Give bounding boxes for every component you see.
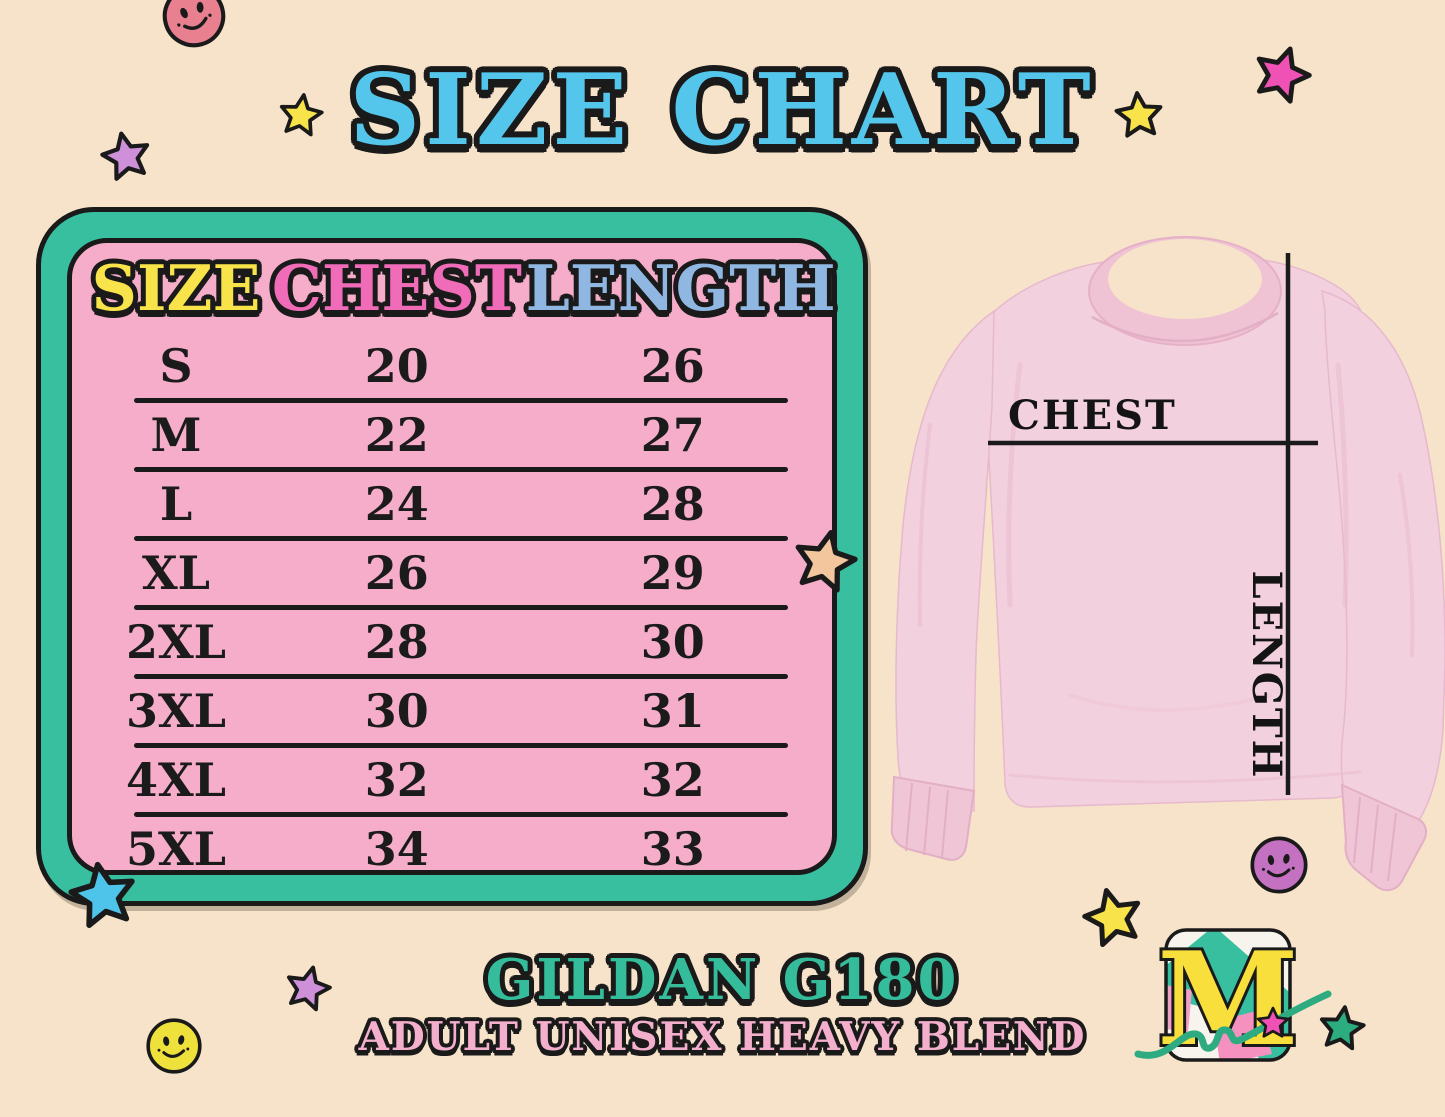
product-name: GILDAN G180 (485, 947, 960, 1013)
brand-logo: M (1134, 922, 1332, 1078)
chest-cell: 28 (364, 615, 429, 669)
star-icon (1316, 1002, 1368, 1052)
smiley-icon (152, 0, 235, 58)
sweatshirt-left-sleeve (895, 309, 995, 812)
table-row: M 22 27 (84, 403, 820, 467)
size-cell: XL (141, 546, 211, 600)
sweatshirt-illustration: CHEST LENGTH (890, 236, 1445, 892)
row-divider (134, 743, 788, 748)
row-divider (134, 536, 788, 541)
star-icon (1113, 89, 1165, 139)
size-chart-table: SIZE CHEST LENGTH S 20 26 M 22 27 L 24 2… (36, 207, 868, 906)
row-divider (134, 605, 788, 610)
chest-cell: 30 (364, 684, 429, 738)
sweatshirt-right-cuff (1340, 783, 1427, 892)
product-description: ADULT UNISEX HEAVY BLEND (358, 1014, 1087, 1060)
size-cell: 3XL (125, 684, 227, 738)
star-icon (62, 854, 143, 935)
row-divider (134, 674, 788, 679)
size-cell: 5XL (125, 822, 227, 876)
page-title: SIZE CHART (349, 53, 1096, 168)
table-row: L 24 28 (84, 472, 820, 536)
chest-cell: 32 (364, 753, 429, 807)
column-header-length: LENGTH (525, 251, 836, 325)
row-divider (134, 398, 788, 403)
smiley-icon (1250, 836, 1308, 894)
sweatshirt-left-cuff (890, 775, 976, 861)
row-divider (134, 812, 788, 817)
length-cell: 29 (640, 546, 705, 600)
table-header-row: SIZE CHEST LENGTH (84, 251, 836, 325)
size-cell: 2XL (125, 615, 227, 669)
star-icon (276, 90, 326, 138)
size-cell: L (159, 477, 193, 531)
size-chart-panel: SIZE CHEST LENGTH S 20 26 M 22 27 L 24 2… (67, 238, 837, 875)
length-cell: 27 (640, 408, 705, 462)
chest-cell: 34 (364, 822, 429, 876)
chest-cell: 26 (364, 546, 429, 600)
length-cell: 31 (640, 684, 705, 738)
table-row: 3XL 30 31 (84, 679, 820, 743)
length-measure-label: LENGTH (1243, 571, 1290, 780)
length-cell: 30 (640, 615, 705, 669)
smiley-icon (146, 1018, 202, 1074)
table-row: 5XL 34 33 (84, 817, 820, 881)
chest-cell: 22 (364, 408, 429, 462)
table-row: 4XL 32 32 (84, 748, 820, 812)
column-header-chest: CHEST (271, 251, 522, 325)
size-cell: M (150, 408, 202, 462)
star-icon (95, 125, 157, 187)
star-icon (786, 522, 864, 600)
column-header-size: SIZE (91, 251, 261, 325)
length-cell: 28 (640, 477, 705, 531)
table-row: S 20 26 (84, 334, 820, 398)
logo-letter: M (1157, 925, 1299, 1075)
chest-cell: 24 (364, 477, 429, 531)
chest-measure-label: CHEST (1008, 392, 1177, 439)
size-cell: 4XL (125, 753, 227, 807)
length-cell: 33 (640, 822, 705, 876)
table-body: S 20 26 M 22 27 L 24 28 XL 26 29 (84, 334, 820, 881)
logo-scribble (1134, 990, 1332, 1059)
neck-opening (1108, 239, 1262, 319)
table-row: XL 26 29 (84, 541, 820, 605)
chest-cell: 20 (364, 339, 429, 393)
length-cell: 26 (640, 339, 705, 393)
length-cell: 32 (640, 753, 705, 807)
star-icon (281, 960, 336, 1014)
table-row: 2XL 28 30 (84, 610, 820, 674)
size-cell: S (159, 339, 193, 393)
row-divider (134, 467, 788, 472)
